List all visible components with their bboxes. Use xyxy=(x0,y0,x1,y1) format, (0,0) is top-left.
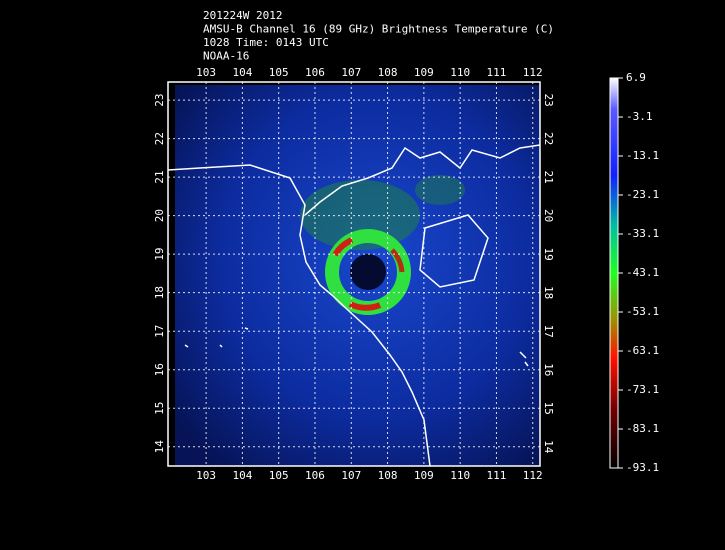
colorbar xyxy=(609,77,619,469)
islands xyxy=(184,327,529,367)
colorbar-label: -73.1 xyxy=(626,383,659,396)
x-tick-label: 103 xyxy=(196,469,216,482)
colorbar-label: -33.1 xyxy=(626,227,659,240)
y-tick-label: 19 xyxy=(542,248,555,261)
y-tick-label: 18 xyxy=(542,286,555,299)
x-tick-label: 105 xyxy=(269,66,289,79)
x-tick-label: 105 xyxy=(269,469,289,482)
map-frame xyxy=(167,81,541,467)
eyewall-core xyxy=(348,301,382,311)
y-tick-label: 21 xyxy=(153,171,166,184)
title-line: 1028 Time: 0143 UTC xyxy=(203,36,329,49)
x-tick-label: 111 xyxy=(487,66,507,79)
coastline xyxy=(419,214,489,288)
cloud-band xyxy=(415,175,465,205)
colorbar-label: -63.1 xyxy=(626,344,659,357)
y-tick-label: 20 xyxy=(542,209,555,222)
y-tick-label: 15 xyxy=(542,402,555,415)
y-tick-label: 22 xyxy=(153,132,166,145)
y-tick-label: 22 xyxy=(542,132,555,145)
eyewall-core xyxy=(390,248,405,273)
x-tick-label: 107 xyxy=(341,66,361,79)
y-tick-label: 14 xyxy=(542,440,555,454)
title-line: 201224W 2012 xyxy=(203,9,282,22)
coastline xyxy=(304,144,540,216)
title-line: NOAA-16 xyxy=(203,50,249,63)
colorbar-label: -93.1 xyxy=(626,461,659,474)
x-tick-label: 108 xyxy=(378,469,398,482)
y-tick-label: 16 xyxy=(153,363,166,376)
x-tick-label: 103 xyxy=(196,66,216,79)
x-tick-label: 104 xyxy=(232,469,252,482)
x-tick-label: 106 xyxy=(305,469,325,482)
cloud-band xyxy=(300,180,420,250)
x-tick-label: 107 xyxy=(341,469,361,482)
y-tick-label: 18 xyxy=(153,286,166,299)
x-tick-label: 111 xyxy=(487,469,507,482)
y-tick-label: 23 xyxy=(153,93,166,106)
y-tick-label: 17 xyxy=(542,325,555,338)
x-tick-label: 109 xyxy=(414,66,434,79)
y-tick-label: 17 xyxy=(153,325,166,338)
x-tick-label: 108 xyxy=(378,66,398,79)
x-tick-label: 106 xyxy=(305,66,325,79)
eyewall-core xyxy=(332,237,354,257)
colorbar-label: -23.1 xyxy=(626,188,659,201)
y-tick-label: 20 xyxy=(153,209,166,222)
colorbar-label: -53.1 xyxy=(626,305,659,318)
colorbar-label: -83.1 xyxy=(626,422,659,435)
x-tick-label: 110 xyxy=(450,66,470,79)
x-tick-label: 110 xyxy=(450,469,470,482)
y-tick-label: 23 xyxy=(542,93,555,106)
y-tick-label: 21 xyxy=(542,171,555,184)
y-tick-label: 19 xyxy=(153,248,166,261)
colorbar-label: -43.1 xyxy=(626,266,659,279)
imagery xyxy=(168,82,540,466)
title-line: AMSU-B Channel 16 (89 GHz) Brightness Te… xyxy=(203,23,554,36)
coastline xyxy=(168,164,431,466)
colorbar-label: -13.1 xyxy=(626,149,659,162)
x-tick-label: 112 xyxy=(523,66,543,79)
y-tick-label: 16 xyxy=(542,363,555,376)
y-tick-label: 14 xyxy=(153,440,166,454)
x-tick-label: 112 xyxy=(523,469,543,482)
colorbar-label: 6.9 xyxy=(626,71,646,84)
x-tick-label: 109 xyxy=(414,469,434,482)
x-tick-label: 104 xyxy=(232,66,252,79)
colorbar-label: -3.1 xyxy=(626,110,653,123)
eye xyxy=(350,254,386,290)
y-tick-label: 15 xyxy=(153,402,166,415)
